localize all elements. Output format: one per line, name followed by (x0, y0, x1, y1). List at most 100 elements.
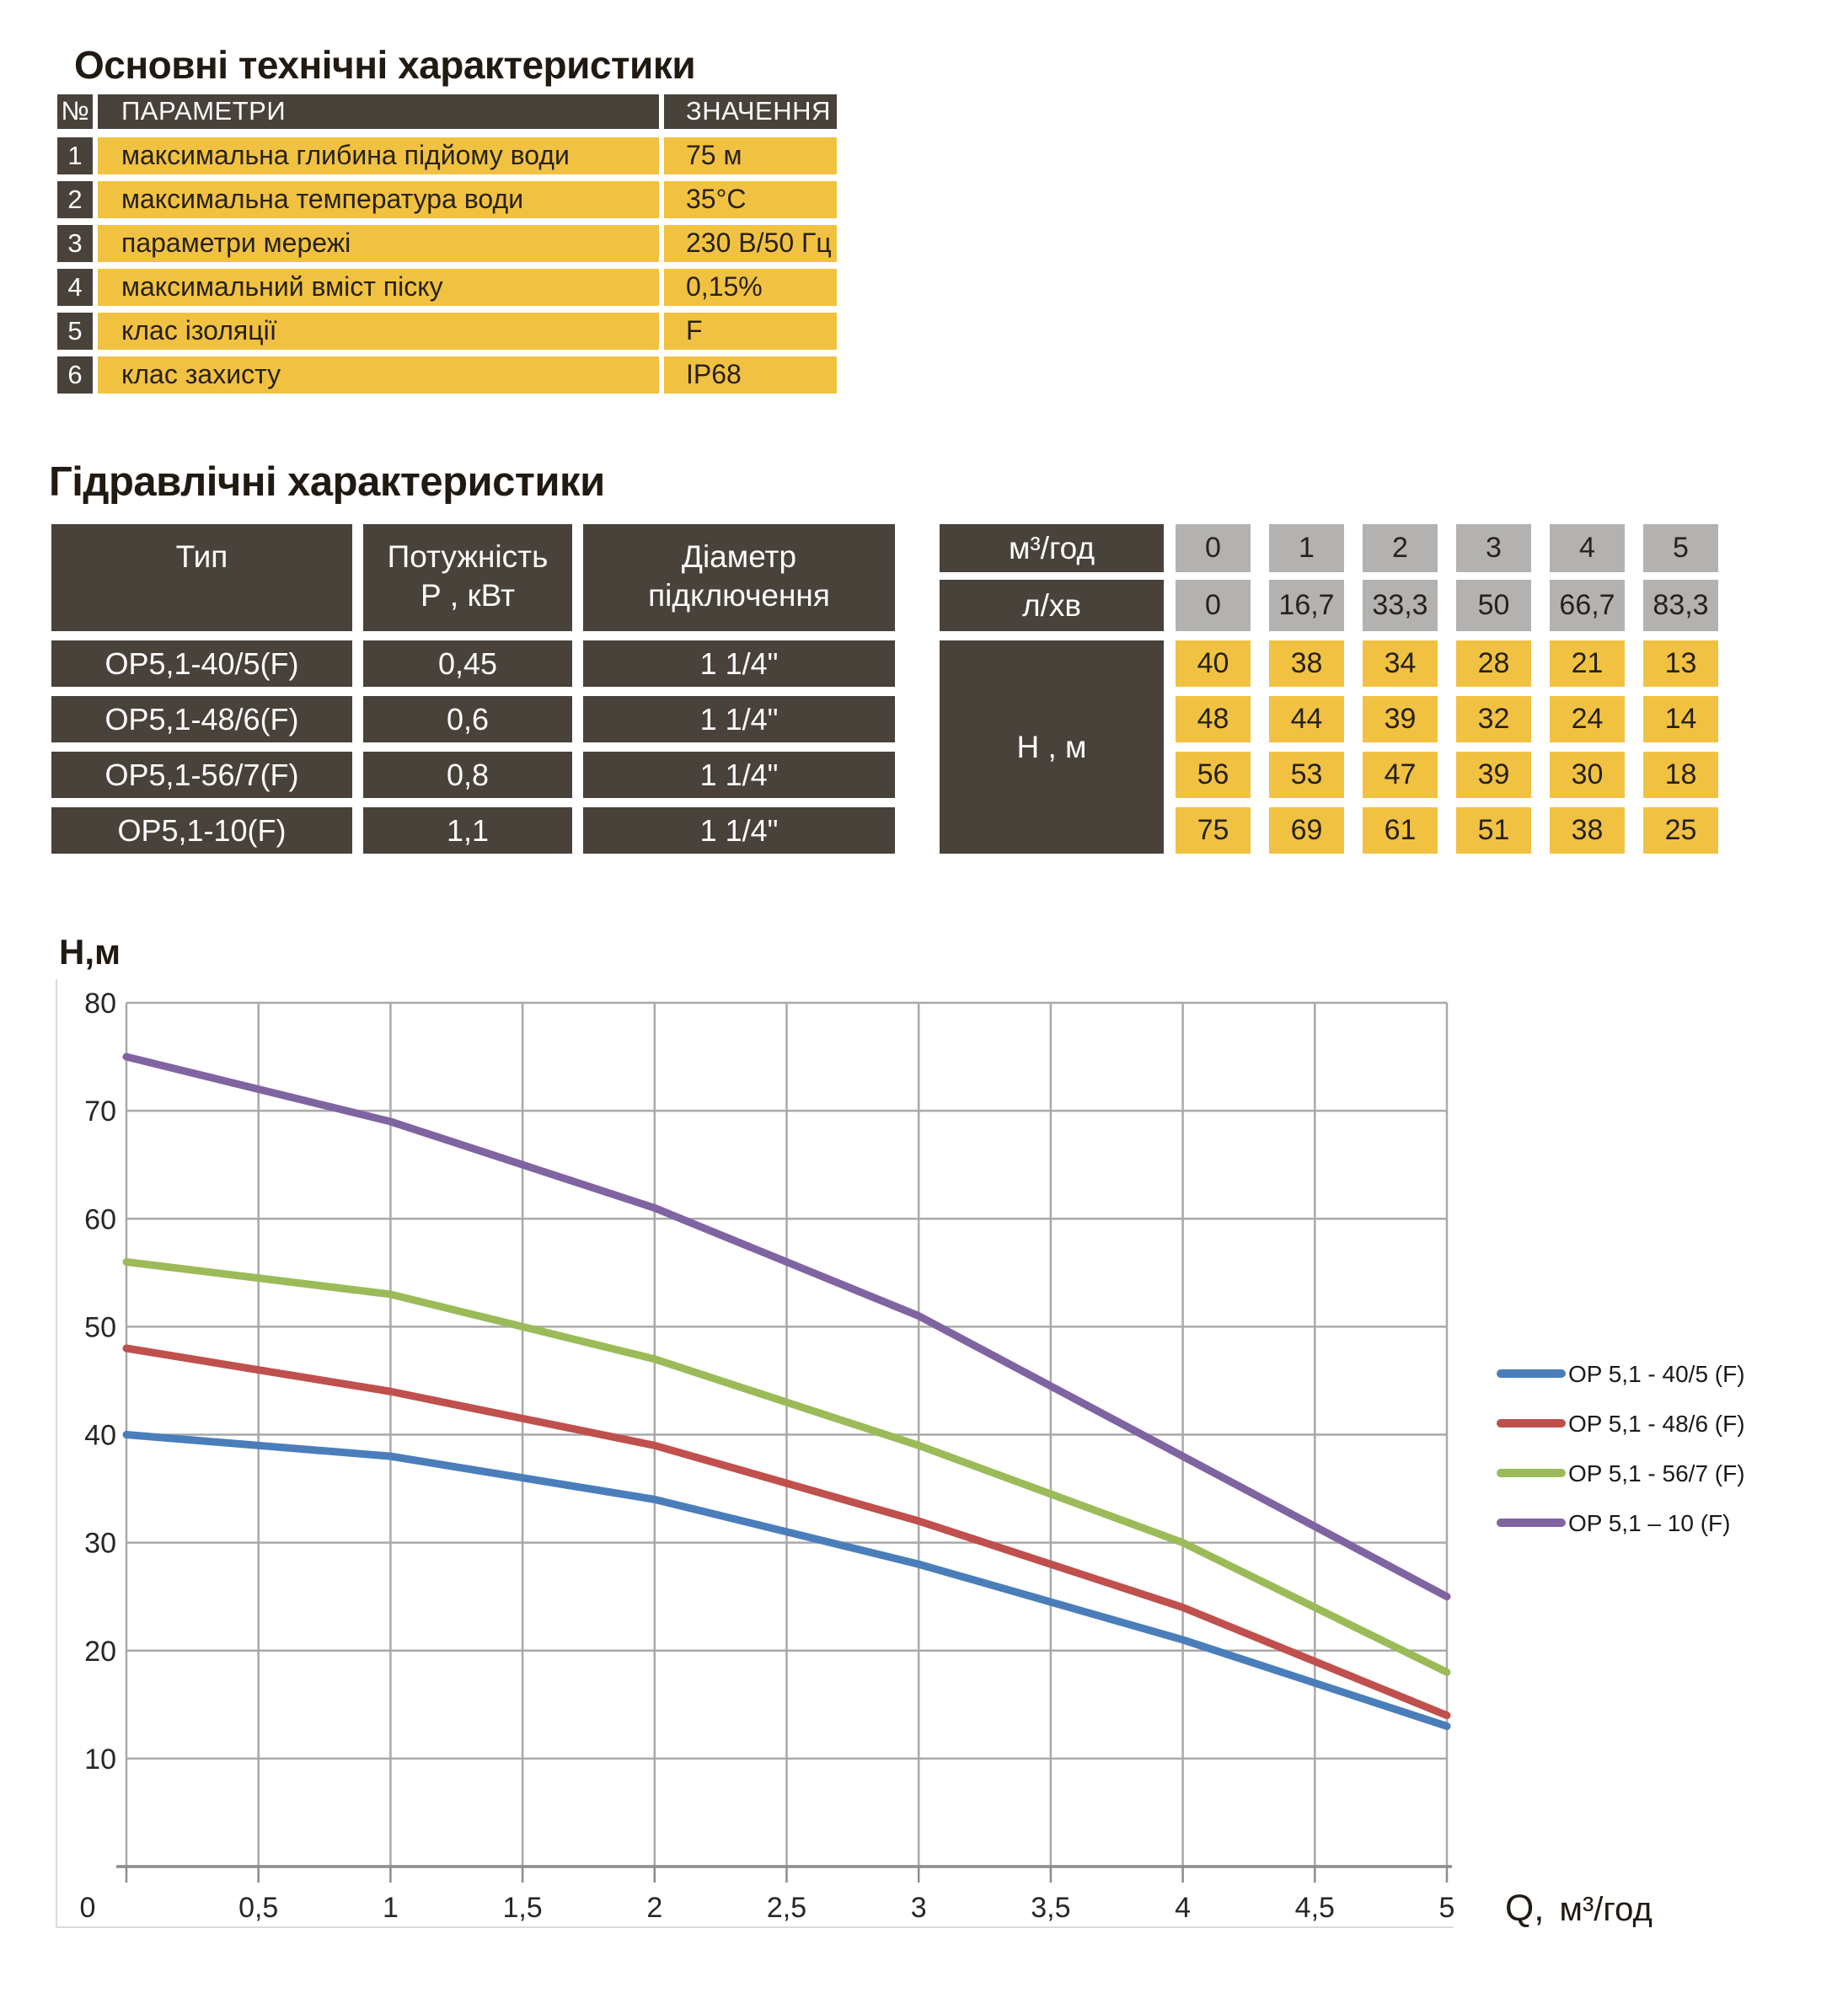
head-values-row: 75 69 61 51 38 25 (1176, 807, 1718, 854)
parameter-cell: клас захисту (98, 356, 659, 394)
pump-type-cell: ОР5,1-48/6(F) (51, 696, 352, 742)
flow-lmin-value-cell: 16,7 (1269, 580, 1344, 631)
x-tick-label: 1,5 (502, 1892, 542, 1924)
pump-type-cell: ОР5,1-40/5(F) (51, 640, 352, 687)
head-value-cell: 38 (1550, 807, 1625, 854)
table1-row: 5 клас ізоляції F (57, 313, 837, 350)
header-number: № (57, 94, 93, 129)
table1-row: 3 параметри мережі 230 В/50 Гц (57, 225, 837, 262)
pump-power-cell: 0,8 (363, 752, 572, 798)
head-value-cell: 30 (1550, 752, 1625, 798)
hydraulic-chart: 10 20 30 40 50 60 70 80 0 0,5 1 1,5 2 2,5 3 3,5 4 4,5 5 Н,м… (56, 932, 1745, 1929)
flow-m3-value-cell: 4 (1550, 524, 1625, 572)
header-type: Тип (51, 524, 352, 631)
specs-table-body: 1 максимальна глибина підйому води 75 м 2 ма… (57, 137, 837, 394)
series-line-OP-5-1-10-F- (122, 1053, 1451, 1601)
series-line-OP-5-1-56-7-F- (122, 1258, 1451, 1676)
header-diameter-line1: Діаметр (681, 539, 797, 574)
pump-diameter-cell: 1 1/4" (583, 696, 895, 742)
x-tick-label: 3 (911, 1892, 927, 1924)
header-parameter: ПАРАМЕТРИ (98, 94, 659, 129)
head-value-cell: 21 (1550, 640, 1625, 687)
table2-row: ОР5,1-48/6(F) 0,6 1 1/4" (51, 696, 895, 742)
row-number-cell: 3 (57, 225, 93, 262)
pump-type-cell: ОР5,1-10(F) (51, 807, 352, 854)
head-value-cell: 48 (1176, 696, 1251, 742)
head-value-cell: 13 (1643, 640, 1718, 687)
head-value-cell: 47 (1363, 752, 1438, 798)
head-value-cell: 24 (1550, 696, 1625, 742)
parameter-cell: максимальна глибина підйому води (98, 137, 659, 174)
legend-label: OP 5,1 – 10 (F) (1568, 1510, 1730, 1536)
x-tick-label: 3,5 (1031, 1892, 1070, 1924)
head-unit-cell: Н , м (940, 640, 1164, 854)
head-value-cell: 56 (1176, 752, 1251, 798)
parameter-cell: клас ізоляції (98, 313, 659, 350)
flow-m3-value-cell: 3 (1456, 524, 1531, 572)
value-cell: IP68 (664, 356, 837, 394)
series-line-OP-5-1-48-6-F- (122, 1344, 1451, 1720)
pump-power-cell: 0,45 (363, 640, 572, 687)
x-tick-label: 4 (1175, 1892, 1191, 1924)
x-tick-label: 2 (646, 1892, 662, 1924)
legend-label: OP 5,1 - 48/6 (F) (1568, 1411, 1745, 1437)
header-power-line1: Потужність (387, 539, 549, 574)
y-tick-label: 30 (84, 1528, 116, 1560)
table2-row: ОР5,1-40/5(F) 0,45 1 1/4" (51, 640, 895, 687)
table2-row: ОР5,1-56/7(F) 0,8 1 1/4" (51, 752, 895, 798)
head-value-cell: 53 (1269, 752, 1344, 798)
y-tick-label: 70 (84, 1095, 116, 1128)
hydraulics-table-left: Тип Потужність Р , кВт Діаметр підключен… (51, 524, 895, 863)
x-tick-label: 2,5 (767, 1892, 806, 1924)
pump-type-cell: ОР5,1-56/7(F) (51, 752, 352, 798)
pump-power-cell: 1,1 (363, 807, 572, 854)
table1-row: 6 клас захисту IP68 (57, 356, 837, 394)
head-value-cell: 40 (1176, 640, 1251, 687)
value-cell: 75 м (664, 137, 837, 174)
hydraulics-table-header: Тип Потужність Р , кВт Діаметр підключен… (51, 524, 895, 631)
main-title: Основні технічні характеристики (74, 43, 696, 87)
parameter-cell: максимальна температура води (98, 181, 659, 218)
y-tick-label: 20 (84, 1636, 116, 1668)
pump-diameter-cell: 1 1/4" (583, 752, 895, 798)
value-cell: F (664, 313, 837, 350)
pump-diameter-cell: 1 1/4" (583, 640, 895, 687)
y-tick-label: 80 (84, 988, 116, 1020)
head-value-cell: 39 (1363, 696, 1438, 742)
value-cell: 35°С (664, 181, 837, 218)
head-value-cell: 75 (1176, 807, 1251, 854)
flow-lmin-value-cell: 83,3 (1643, 580, 1718, 631)
flow-m3-value-cell: 0 (1176, 524, 1251, 572)
y-tick-label: 60 (84, 1203, 116, 1235)
head-value-cell: 38 (1269, 640, 1344, 687)
header-diameter: Діаметр підключення (583, 524, 895, 631)
y-tick-label: 40 (84, 1420, 116, 1452)
row-number-cell: 6 (57, 356, 93, 394)
head-value-cell: 34 (1363, 640, 1438, 687)
flow-lmin-value-cell: 66,7 (1550, 580, 1625, 631)
flow-lmin-value-cell: 33,3 (1363, 580, 1438, 631)
head-values-row: 56 53 47 39 30 18 (1176, 752, 1718, 798)
hydraulics-table-units: м³/год л/хв Н , м (940, 524, 1164, 854)
head-value-cell: 39 (1456, 752, 1531, 798)
pump-power-cell: 0,6 (363, 696, 572, 742)
flow-lmin-value-cell: 50 (1456, 580, 1531, 631)
header-diameter-line2: підключення (648, 578, 830, 613)
x-tick-label: 4,5 (1295, 1892, 1335, 1924)
legend-label: OP 5,1 - 40/5 (F) (1568, 1361, 1745, 1387)
header-power: Потужність Р , кВт (363, 524, 572, 631)
head-value-cell: 28 (1456, 640, 1531, 687)
head-value-cell: 44 (1269, 696, 1344, 742)
specs-table-header: № ПАРАМЕТРИ ЗНАЧЕННЯ (57, 94, 837, 129)
flow-lmin-row: 0 16,7 33,3 50 66,7 83,3 (1176, 580, 1718, 631)
flow-m3-value-cell: 5 (1643, 524, 1718, 572)
row-number-cell: 1 (57, 137, 93, 174)
head-value-cell: 61 (1363, 807, 1438, 854)
specs-table: № ПАРАМЕТРИ ЗНАЧЕННЯ 1 максимальна глибин… (57, 94, 837, 400)
head-value-cell: 25 (1643, 807, 1718, 854)
table2-row: ОР5,1-10(F) 1,1 1 1/4" (51, 807, 895, 854)
head-value-cell: 32 (1456, 696, 1531, 742)
pump-diameter-cell: 1 1/4" (583, 807, 895, 854)
